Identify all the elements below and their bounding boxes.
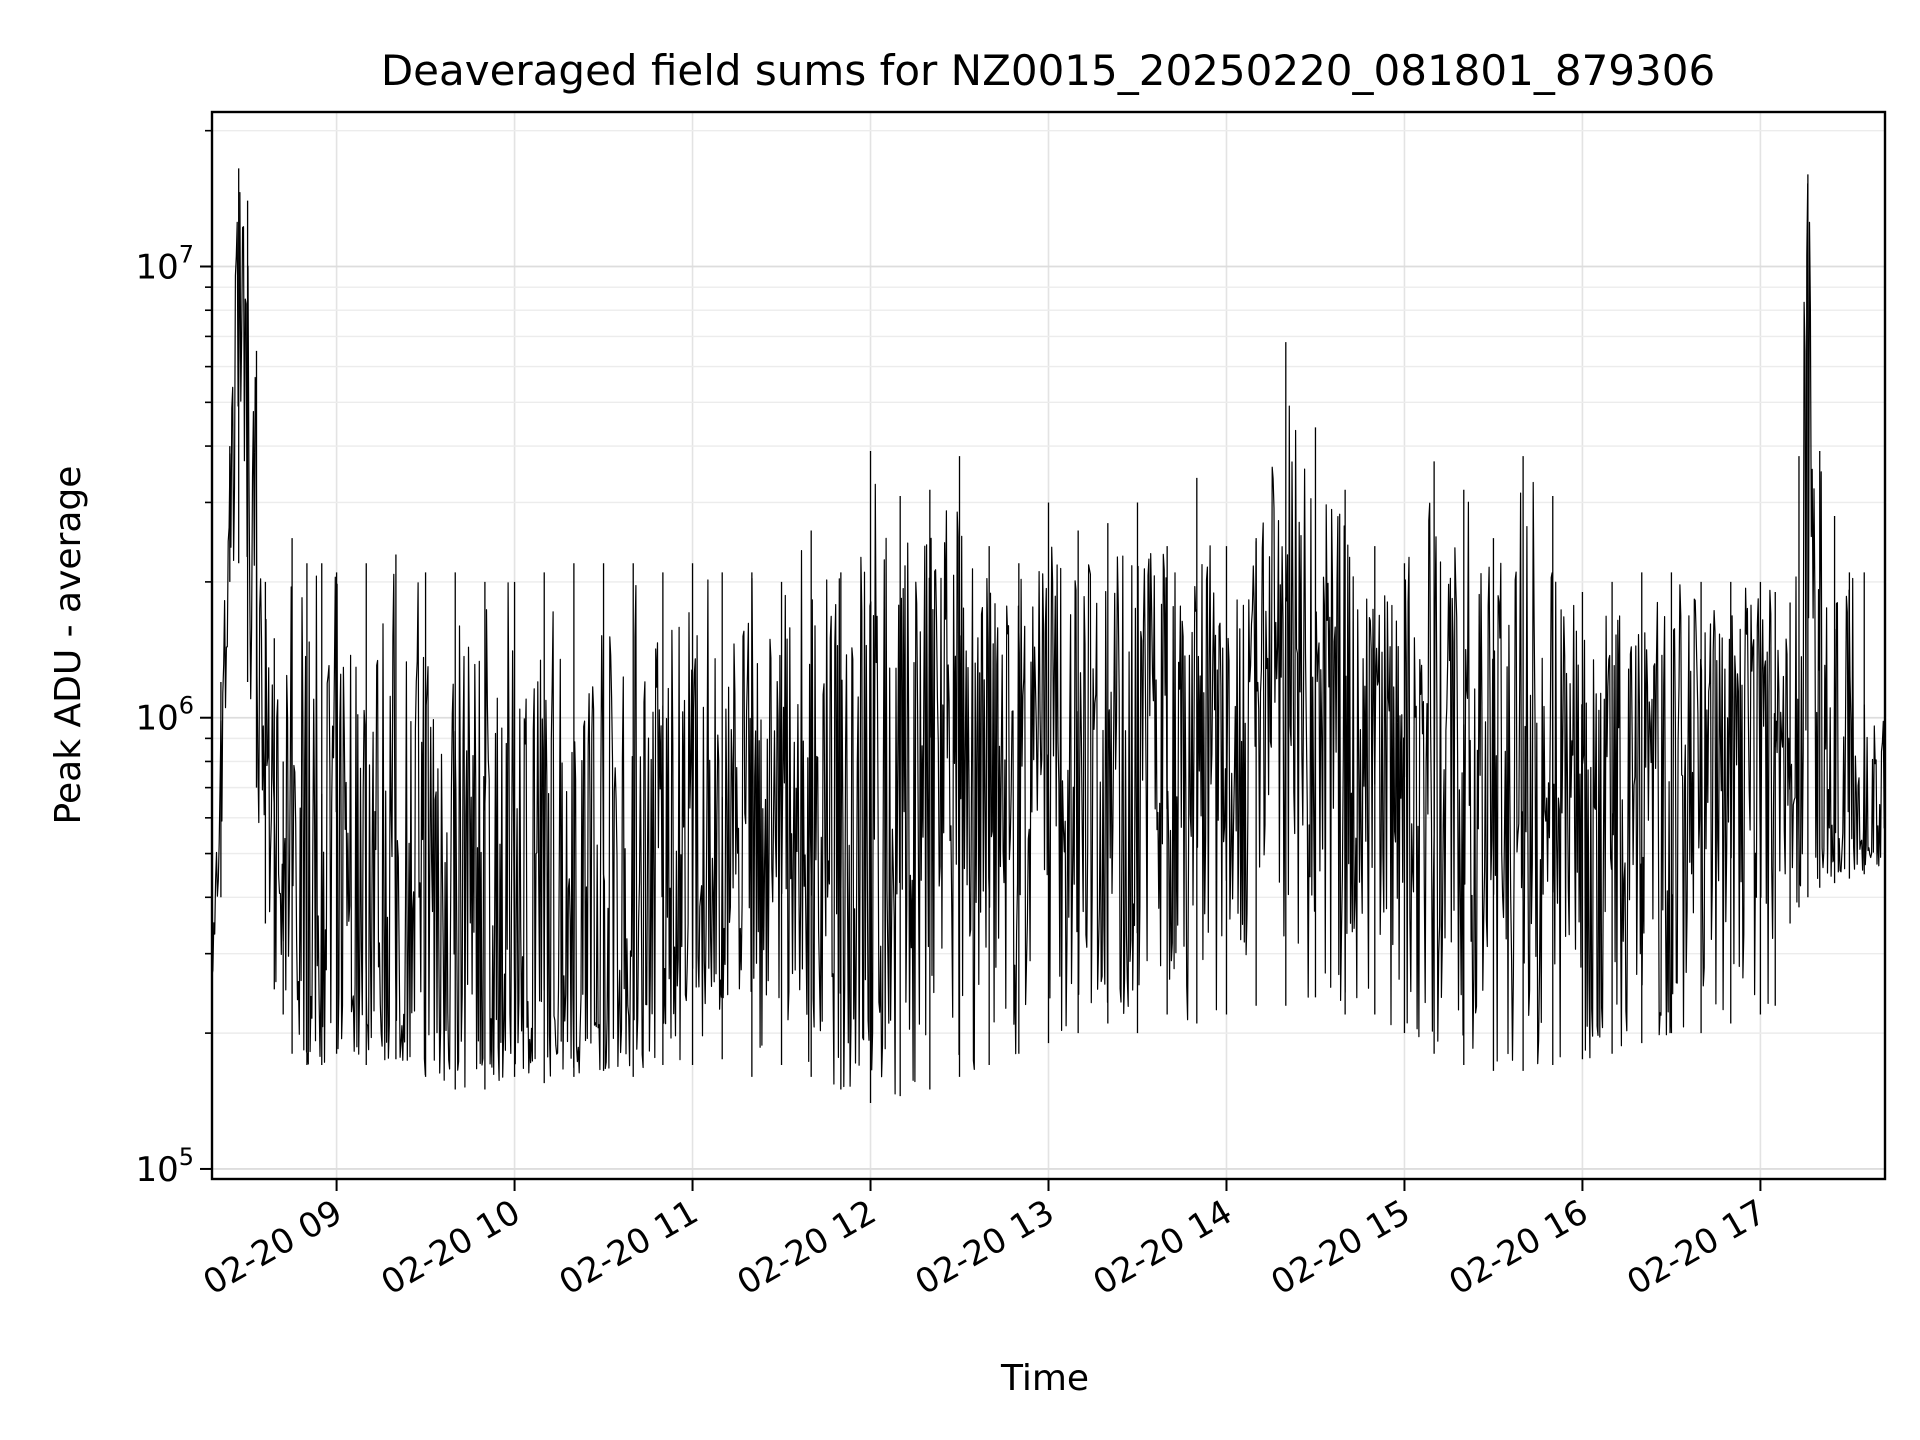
y-axis: 105 106 107 [135,129,212,1190]
plot-area [211,168,1886,1104]
y-tick-label: 107 [135,241,194,288]
y-axis-label: Peak ADU - average [48,466,89,825]
y-tick-label: 106 [135,692,194,739]
y-tick-label: 105 [135,1143,194,1190]
chart-title: Deaveraged field sums for NZ0015_2025022… [381,46,1715,95]
x-axis-label: Time [1000,1358,1089,1399]
